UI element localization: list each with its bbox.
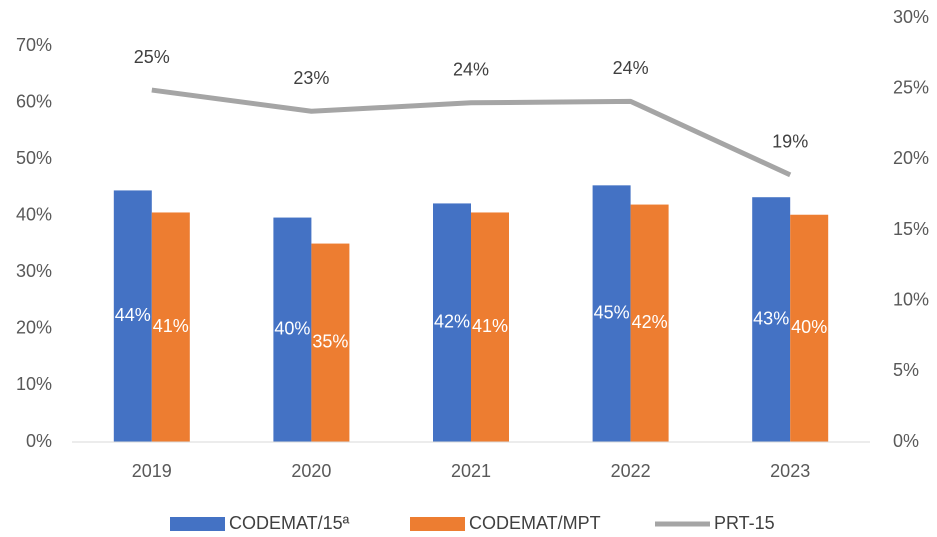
y2-tick-label: 20%	[893, 148, 929, 168]
data-label: 19%	[772, 132, 808, 152]
y-tick-label: 30%	[16, 261, 52, 281]
bar	[790, 214, 829, 442]
data-label: 44%	[115, 305, 151, 325]
y-tick-label: 50%	[16, 148, 52, 168]
data-label: 43%	[753, 308, 789, 328]
bar	[273, 217, 312, 442]
bar	[151, 212, 190, 442]
y-tick-label: 0%	[26, 431, 52, 451]
bar	[471, 212, 509, 442]
y-tick-label: 10%	[16, 374, 52, 394]
bar	[630, 204, 669, 442]
x-tick-label: 2020	[291, 461, 331, 481]
legend-label: PRT-15	[714, 513, 775, 533]
data-label: 35%	[312, 332, 348, 352]
legend-label: CODEMAT/MPT	[469, 513, 601, 533]
y-tick-label: 70%	[16, 35, 52, 55]
bar	[592, 185, 631, 442]
y2-tick-label: 15%	[893, 219, 929, 239]
bar	[311, 243, 350, 442]
x-tick-label: 2019	[132, 461, 172, 481]
data-label: 40%	[274, 319, 310, 339]
y2-tick-label: 10%	[893, 289, 929, 309]
data-label: 25%	[134, 47, 170, 67]
data-label: 23%	[293, 68, 329, 88]
legend-label: CODEMAT/15ª	[229, 513, 350, 533]
x-tick-label: 2021	[451, 461, 491, 481]
x-tick-label: 2023	[770, 461, 810, 481]
data-label: 45%	[594, 302, 630, 322]
y-tick-label: 40%	[16, 205, 52, 225]
y-tick-label: 20%	[16, 318, 52, 338]
data-label: 41%	[153, 316, 189, 336]
bar	[433, 203, 471, 442]
y-tick-label: 60%	[16, 92, 52, 112]
line-series	[151, 87, 792, 178]
data-label: 41%	[472, 316, 508, 336]
legend-swatch	[410, 517, 465, 531]
data-label: 40%	[791, 317, 827, 337]
data-label: 42%	[632, 312, 668, 332]
bar	[752, 197, 791, 442]
y2-tick-label: 25%	[893, 77, 929, 97]
x-tick-label: 2022	[611, 461, 651, 481]
bar	[113, 190, 152, 442]
data-label: 24%	[453, 60, 489, 80]
y2-tick-label: 5%	[893, 360, 919, 380]
data-label: 24%	[613, 58, 649, 78]
y2-tick-label: 0%	[893, 431, 919, 451]
legend-swatch	[170, 517, 225, 531]
data-label: 42%	[434, 311, 470, 331]
y2-tick-label: 30%	[893, 7, 929, 27]
